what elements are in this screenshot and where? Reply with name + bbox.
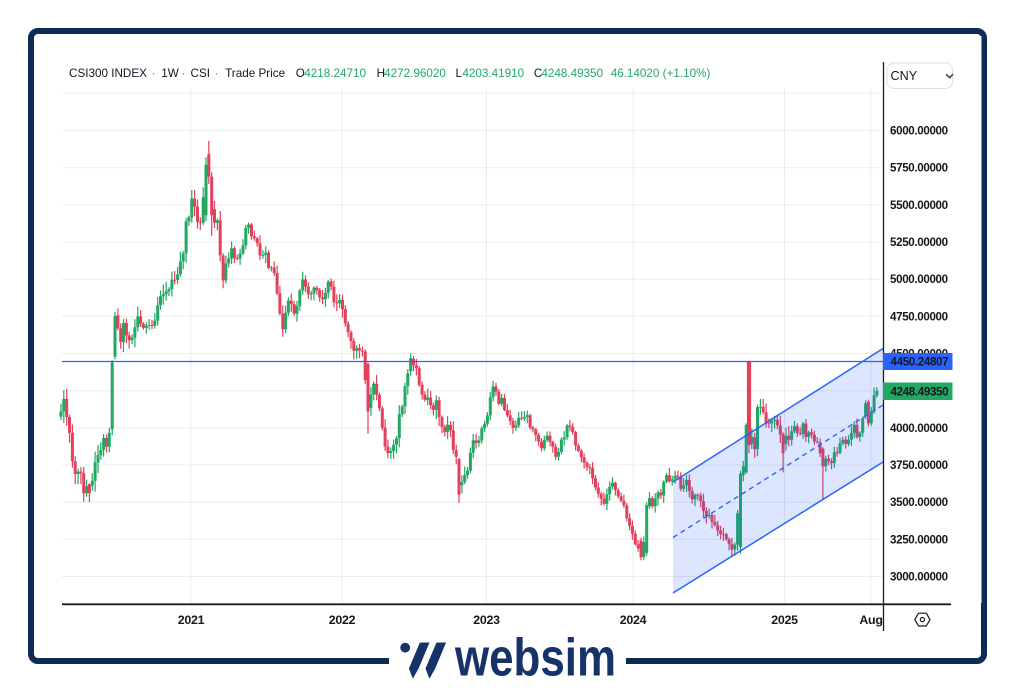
svg-text:2022: 2022 — [329, 613, 356, 627]
svg-text:4000.00000: 4000.00000 — [890, 422, 948, 435]
svg-text:5500.00000: 5500.00000 — [890, 199, 948, 212]
svg-text:4750.00000: 4750.00000 — [890, 310, 948, 323]
svg-text:2021: 2021 — [178, 613, 205, 627]
svg-text:CSI300 INDEX·1W·CSI·Trade Pric: CSI300 INDEX · 1W · CSI · Trade Price O4218.247… — [69, 67, 711, 80]
svg-text:2025: 2025 — [771, 613, 798, 627]
svg-text:4450.24807: 4450.24807 — [891, 356, 949, 369]
svg-text:3000.00000: 3000.00000 — [890, 571, 948, 584]
svg-text:5750.00000: 5750.00000 — [890, 162, 948, 175]
svg-text:5000.00000: 5000.00000 — [890, 273, 948, 286]
svg-text:3500.00000: 3500.00000 — [890, 496, 948, 509]
svg-text:Aug: Aug — [859, 613, 882, 627]
svg-text:3250.00000: 3250.00000 — [890, 533, 948, 546]
svg-text:2024: 2024 — [620, 613, 647, 627]
svg-text:2023: 2023 — [473, 613, 500, 627]
svg-text:websim: websim — [454, 629, 616, 688]
svg-text:3750.00000: 3750.00000 — [890, 459, 948, 472]
svg-text:5250.00000: 5250.00000 — [890, 236, 948, 249]
svg-text:4248.49350: 4248.49350 — [891, 385, 949, 398]
svg-text:6000.00000: 6000.00000 — [890, 125, 948, 138]
svg-text:CNY: CNY — [891, 69, 918, 83]
